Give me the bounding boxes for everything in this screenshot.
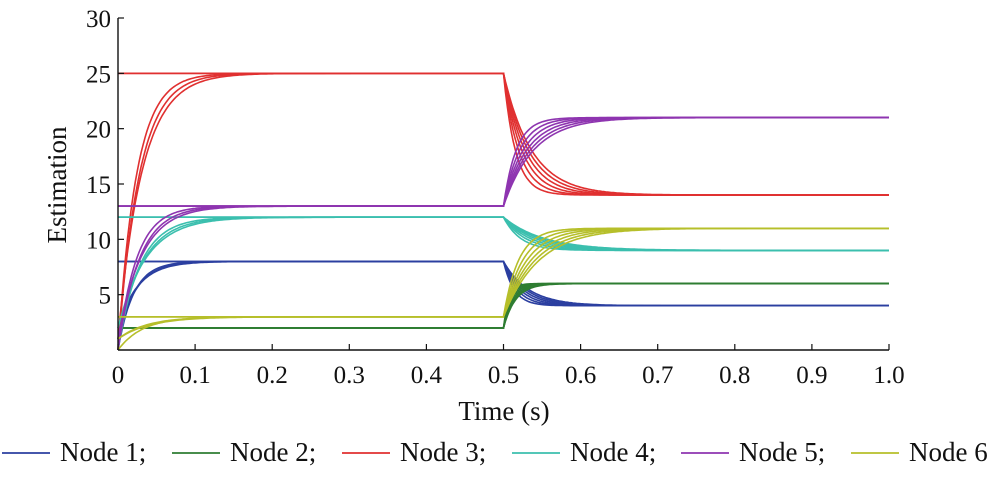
series-3-agent-5-line: [118, 72, 889, 196]
x-tick-label: 0.5: [488, 362, 519, 389]
legend: Node 1; Node 2; Node 3; Node 4; Node 5; Node …: [2, 437, 988, 467]
x-tick-label: 0.9: [796, 362, 827, 389]
series-4: [117, 216, 889, 351]
legend-label-3: Node 3;: [400, 437, 486, 467]
series-6-agent-4-line: [118, 227, 889, 318]
series-5: [117, 116, 889, 351]
x-tick-label: 0.4: [411, 362, 443, 389]
series-4-agent-3-line: [117, 216, 889, 329]
x-tick-label: 1.0: [873, 362, 904, 389]
axes: 0 0.1 0.2 0.3 0.4 0.5 0.6 0.7 0.8 0.9 1.0 5 10 15 20 25…: [86, 6, 905, 389]
series-2-agent-6-line: [118, 282, 889, 329]
x-tick-label: 0.2: [257, 362, 288, 389]
legend-label-2: Node 2;: [230, 437, 316, 467]
y-tick-label: 10: [86, 227, 111, 254]
legend-label-4: Node 4;: [570, 437, 656, 467]
series-2: [118, 282, 889, 329]
legend-label-5: Node 5;: [739, 437, 825, 467]
y-tick-label: 20: [86, 117, 111, 144]
x-tick-label: 0: [112, 362, 125, 389]
y-tick-label: 30: [86, 6, 111, 33]
series-5-agent-4-line: [118, 116, 889, 207]
series-6: [117, 227, 889, 351]
series-5-agent-5-line: [118, 116, 889, 207]
x-tick-label: 0.6: [565, 362, 596, 389]
y-tick-label: 5: [99, 283, 112, 310]
series-3-agent-4-line: [118, 72, 889, 196]
series-4-agent-5-line: [118, 216, 889, 252]
x-axis-title: Time (s): [458, 396, 549, 426]
series-6-agent-1-line: [117, 227, 889, 351]
series-3-agent-6-line: [118, 72, 889, 196]
y-axis-title: Estimation: [42, 126, 72, 243]
series-6-agent-6-line: [118, 227, 889, 318]
series-3: [117, 72, 889, 351]
series-3-agent-2-line: [117, 72, 889, 351]
series-6-agent-5-line: [118, 227, 889, 318]
series-1-agent-6-line: [118, 260, 889, 307]
legend-label-6: Node 6: [909, 437, 988, 467]
y-tick-label: 15: [86, 172, 111, 199]
x-tick-label: 0.7: [642, 362, 673, 389]
series-1: [117, 260, 889, 351]
plot-lines: [117, 72, 889, 351]
x-tick-label: 0.1: [179, 362, 210, 389]
legend-label-1: Node 1;: [60, 437, 146, 467]
series-4-agent-6-line: [118, 216, 889, 252]
series-5-agent-6-line: [118, 116, 889, 207]
x-tick-label: 0.3: [334, 362, 365, 389]
series-4-agent-4-line: [118, 216, 889, 252]
series-4-agent-2-line: [117, 216, 889, 340]
x-tick-label: 0.8: [719, 362, 750, 389]
series-3-agent-1-line: [117, 72, 889, 351]
y-tick-label: 25: [86, 61, 111, 88]
